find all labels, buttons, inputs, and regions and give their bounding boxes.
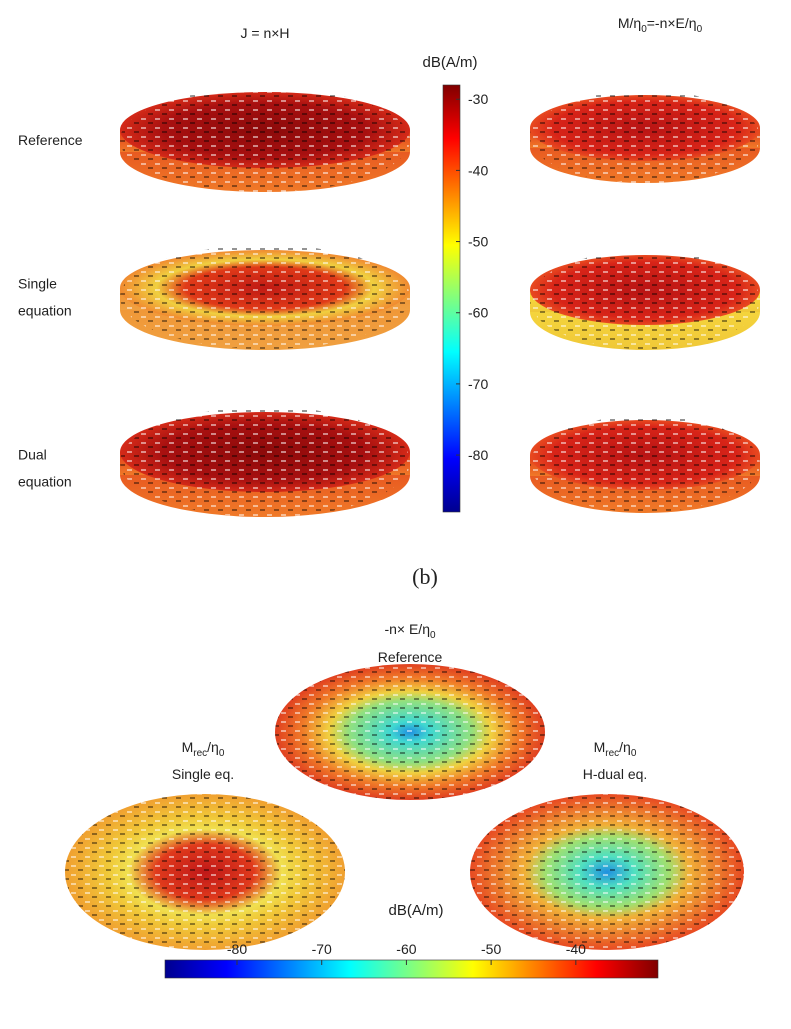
bowl bbox=[470, 794, 744, 950]
row-label: equation bbox=[18, 303, 72, 319]
tick-label: -30 bbox=[468, 91, 488, 107]
row-label: Dual bbox=[18, 447, 47, 463]
subscript: 0 bbox=[430, 630, 436, 641]
colorbar-label: dB(A/m) bbox=[388, 902, 443, 919]
title-part: /η bbox=[207, 739, 219, 755]
tick-label: -40 bbox=[468, 162, 488, 178]
title-part: =-n×E/η bbox=[647, 15, 697, 31]
tick-label: -40 bbox=[566, 941, 586, 957]
title-part: M/η bbox=[618, 15, 641, 31]
view-subtitle: Single eq. bbox=[172, 766, 234, 782]
colorbar-label: dB(A/m) bbox=[422, 54, 477, 71]
discs bbox=[65, 88, 760, 950]
title: Mrec/η0 bbox=[182, 739, 225, 759]
title-part: M bbox=[594, 739, 606, 755]
tick-label: -60 bbox=[396, 941, 416, 957]
tick-label: -80 bbox=[227, 941, 247, 957]
title-part: /η bbox=[619, 739, 631, 755]
tick-label: -70 bbox=[312, 941, 332, 957]
subscript: rec bbox=[193, 748, 207, 759]
title: M/η0=-n×E/η0 bbox=[618, 15, 703, 35]
tick-label: -50 bbox=[481, 941, 501, 957]
disc bbox=[120, 88, 410, 192]
subscript: rec bbox=[605, 748, 619, 759]
view-subtitle: H-dual eq. bbox=[583, 766, 648, 782]
disc bbox=[530, 416, 760, 513]
colorbar bbox=[165, 960, 658, 978]
title: J = n×H bbox=[240, 25, 289, 41]
subscript: 0 bbox=[631, 748, 637, 759]
disc bbox=[530, 91, 760, 183]
row-label: equation bbox=[18, 474, 72, 490]
row-label: Single bbox=[18, 276, 57, 292]
title-part: J = n×H bbox=[240, 25, 289, 41]
view-subtitle: Reference bbox=[378, 649, 443, 665]
tick-label: -70 bbox=[468, 376, 488, 392]
disc bbox=[120, 245, 410, 350]
colorbar bbox=[443, 85, 460, 512]
subscript: 0 bbox=[219, 748, 225, 759]
title-part: -n× E/η bbox=[384, 621, 430, 637]
title: Mrec/η0 bbox=[594, 739, 637, 759]
title: -n× E/η0 bbox=[384, 621, 436, 641]
disc bbox=[120, 407, 410, 517]
title-part: M bbox=[182, 739, 194, 755]
figure: dB(A/m) dB(A/m) (b) J = n×HM/η0=-n×E/η0R… bbox=[0, 0, 791, 1029]
disc bbox=[530, 251, 760, 350]
subscript: 0 bbox=[697, 24, 703, 35]
row-label: Reference bbox=[18, 132, 83, 148]
tick-label: -80 bbox=[468, 447, 488, 463]
caption: (b) bbox=[412, 564, 438, 589]
tick-label: -60 bbox=[468, 305, 488, 321]
bowl bbox=[65, 794, 345, 950]
bowl bbox=[275, 664, 545, 800]
tick-label: -50 bbox=[468, 234, 488, 250]
